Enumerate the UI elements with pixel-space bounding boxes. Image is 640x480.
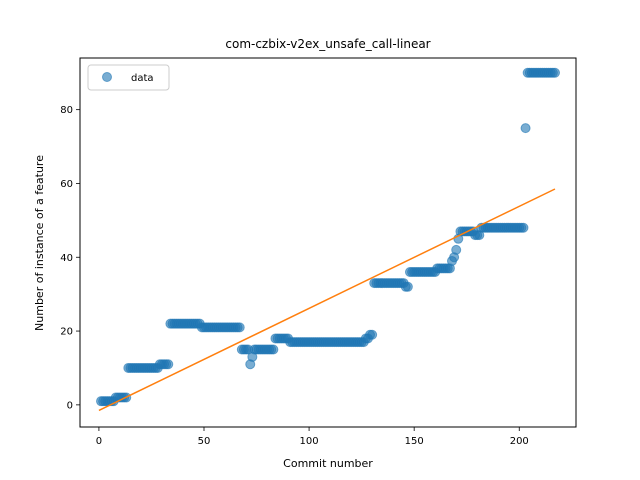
x-axis: 0 50 100 150 200	[96, 427, 529, 447]
legend-label: data	[131, 73, 154, 84]
data-point	[367, 329, 378, 340]
legend-marker	[102, 72, 112, 82]
x-tick-label: 50	[198, 436, 211, 447]
data-point	[549, 67, 560, 78]
y-tick-label: 20	[60, 327, 73, 338]
data-point	[520, 123, 531, 134]
x-tick-label: 150	[405, 436, 424, 447]
plot-area	[96, 67, 560, 412]
x-axis-label: Commit number	[283, 457, 373, 470]
legend: data	[87, 64, 170, 91]
x-tick-label: 100	[300, 436, 319, 447]
plot-frame	[79, 57, 577, 428]
legend-box	[87, 64, 170, 91]
data-point	[268, 344, 279, 355]
y-axis-label: Number of instance of a feature	[33, 155, 46, 331]
x-tick-label: 200	[510, 436, 529, 447]
data-point	[518, 222, 529, 233]
data-point	[402, 281, 413, 292]
data-point	[234, 322, 245, 333]
data-point	[163, 359, 174, 370]
data-point	[451, 244, 462, 255]
y-tick-label: 40	[60, 253, 73, 264]
y-tick-label: 60	[60, 179, 73, 190]
fit-line	[98, 188, 556, 412]
chart-title: com-czbix-v2ex_unsafe_call-linear	[225, 37, 430, 51]
y-tick-label: 0	[67, 400, 73, 411]
y-tick-label: 80	[60, 105, 73, 116]
x-tick-label: 0	[96, 436, 102, 447]
y-axis: 0 20 40 60 80	[60, 105, 80, 411]
